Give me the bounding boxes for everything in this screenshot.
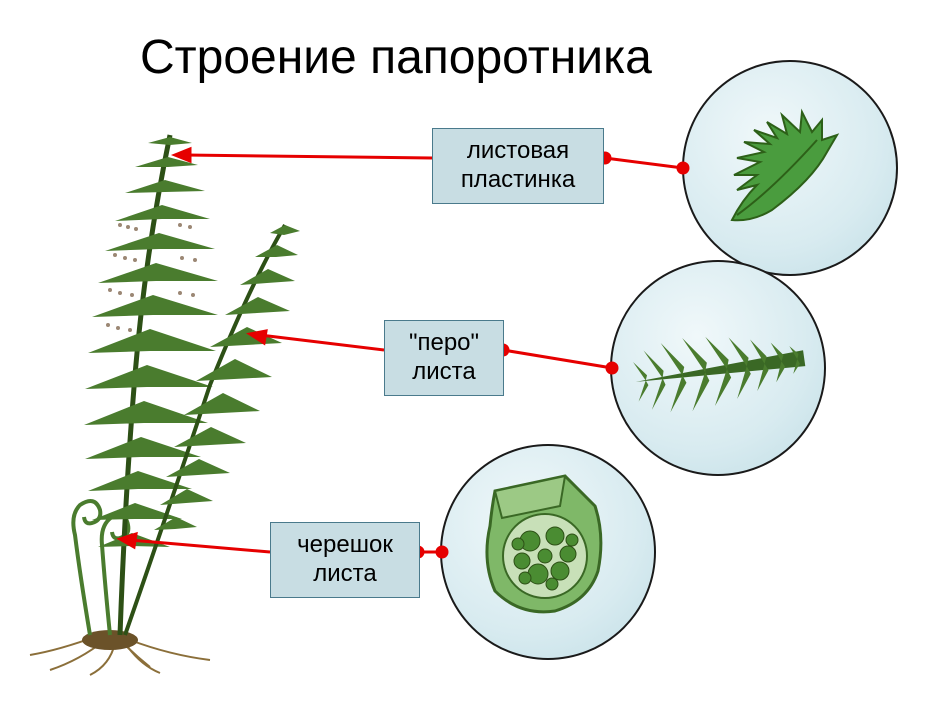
label-line: листа <box>401 358 487 387</box>
label-line: листа <box>287 560 403 589</box>
label-line: листовая <box>449 137 587 166</box>
label-line: пластинка <box>449 166 587 195</box>
pinna-circle <box>610 260 826 476</box>
petiole-circle <box>440 444 656 660</box>
leaf-blade-label: листовая пластинка <box>432 128 604 204</box>
page-title: Строение папоротника <box>140 30 652 85</box>
leaf-blade-circle <box>682 60 898 276</box>
petiole-label: черешок листа <box>270 522 420 598</box>
label-line: "перо" <box>401 329 487 358</box>
label-line: черешок <box>287 531 403 560</box>
pinna-label: "перо" листа <box>384 320 504 396</box>
